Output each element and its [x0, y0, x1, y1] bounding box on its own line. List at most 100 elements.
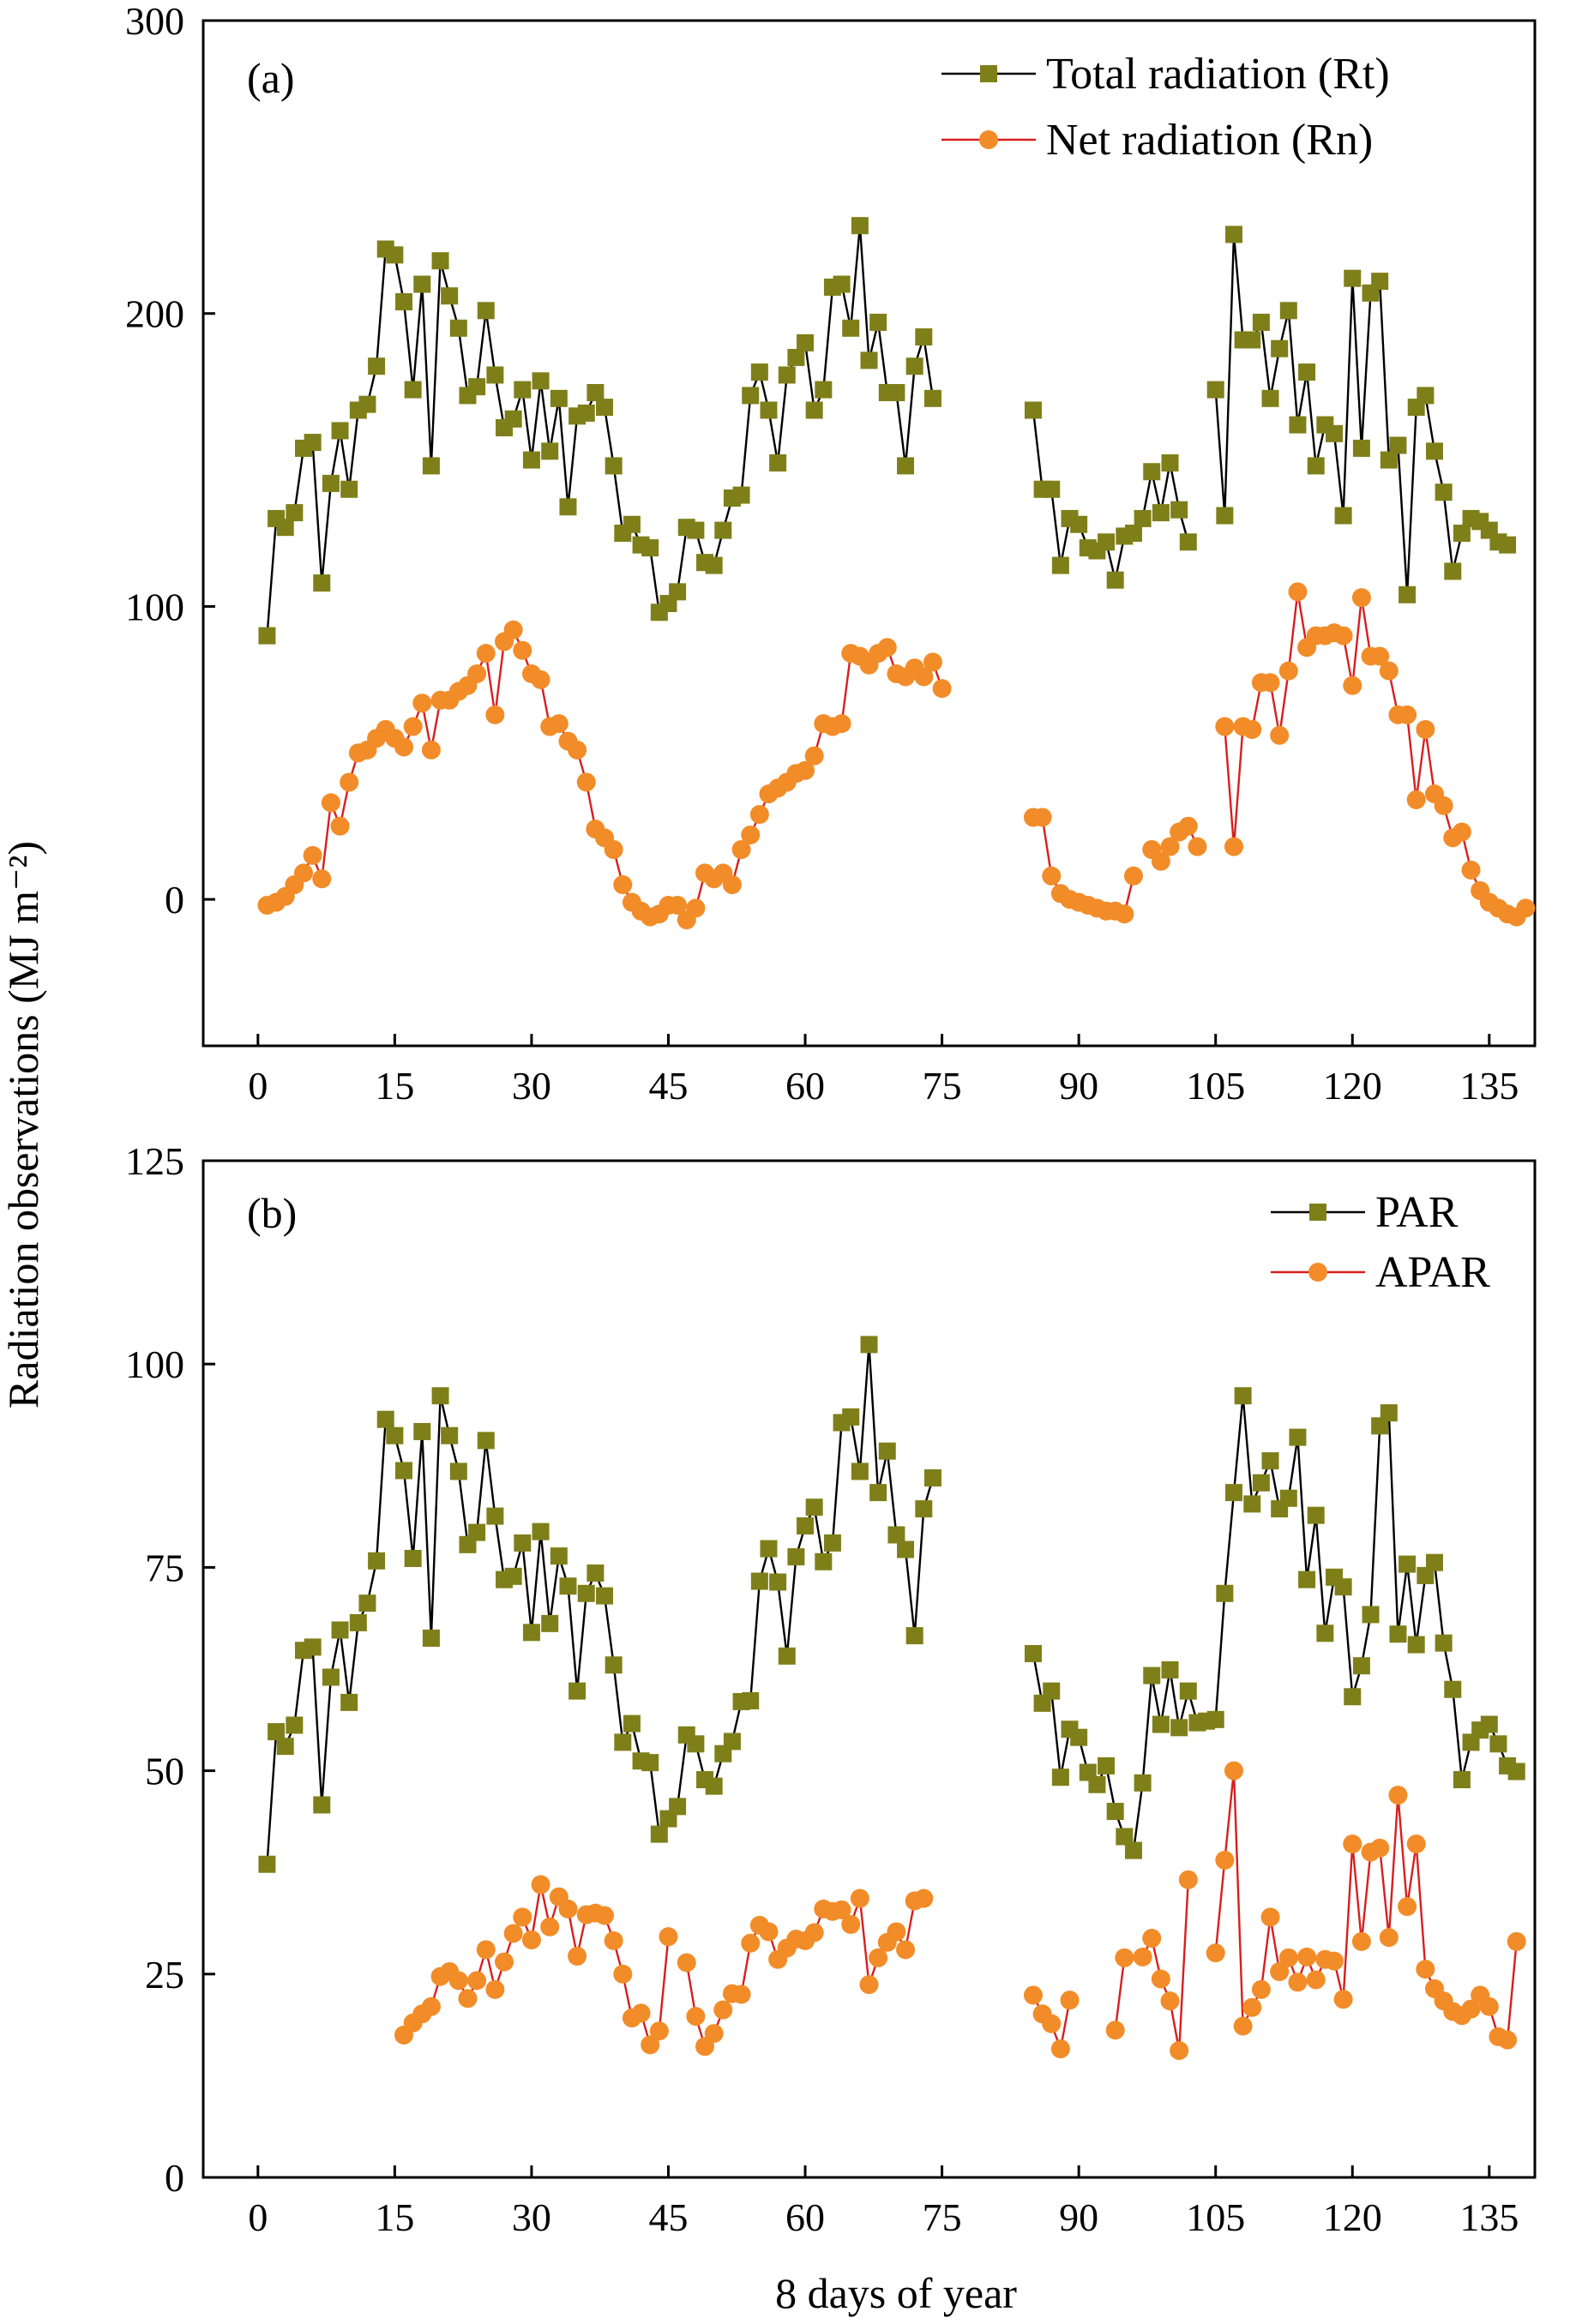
data-point-a-1-17: [403, 717, 423, 736]
data-point-a-1-99: [1151, 851, 1170, 871]
data-point-a-0-67: [860, 351, 878, 369]
data-point-b-1-133: [1461, 1999, 1481, 2019]
data-point-a-1-39: [604, 840, 623, 860]
data-point-b-0-136: [1489, 1735, 1507, 1753]
data-point-a-0-98: [1143, 463, 1161, 481]
y-tick-label-b-75: 75: [145, 1546, 184, 1589]
data-point-a-1-8: [321, 793, 340, 813]
data-point-a-1-87: [1042, 866, 1062, 886]
data-point-b-1-121: [1351, 1931, 1371, 1951]
data-point-b-1-89: [1060, 1991, 1080, 2010]
data-point-a-1-7: [312, 869, 332, 889]
data-point-a-1-64: [832, 714, 851, 734]
plot-frame-b: [202, 1159, 1537, 2179]
data-point-b-0-109: [1243, 1495, 1261, 1513]
data-point-a-0-125: [1389, 436, 1407, 454]
data-point-b-0-19: [422, 1629, 440, 1647]
data-point-a-0-66: [851, 217, 869, 235]
data-point-b-0-117: [1316, 1624, 1334, 1642]
data-point-b-0-39: [605, 1656, 623, 1674]
y-tick-label-b-125: 125: [125, 1139, 184, 1183]
data-point-b-1-128: [1416, 1960, 1435, 1979]
data-point-b-1-54: [741, 1933, 761, 1953]
data-point-b-0-67: [860, 1336, 878, 1354]
data-point-b-1-124: [1379, 1928, 1399, 1948]
data-point-b-0-88: [1051, 1769, 1069, 1787]
data-point-b-1-64: [832, 1900, 851, 1919]
y-tick-label-a-300: 300: [125, 0, 184, 43]
data-point-b-0-2: [268, 1723, 286, 1741]
data-point-b-1-109: [1242, 1997, 1262, 2017]
data-point-b-1-87: [1042, 2014, 1062, 2033]
data-point-a-0-4: [286, 504, 304, 522]
data-point-b-0-132: [1453, 1771, 1471, 1789]
data-point-b-0-101: [1170, 1719, 1188, 1737]
data-point-b-1-116: [1306, 1970, 1326, 1990]
data-point-b-0-66: [851, 1462, 869, 1480]
data-point-b-0-121: [1352, 1657, 1370, 1675]
data-point-b-1-38: [595, 1906, 615, 1925]
data-point-a-1-25: [476, 644, 496, 664]
data-point-a-0-33: [550, 389, 568, 407]
data-point-a-0-111: [1261, 389, 1279, 407]
data-point-b-0-96: [1124, 1841, 1142, 1859]
data-point-a-1-16: [394, 737, 414, 757]
data-point-b-0-115: [1298, 1570, 1316, 1588]
data-point-a-1-19: [421, 740, 441, 760]
data-point-b-0-72: [905, 1627, 923, 1645]
data-point-b-0-116: [1307, 1506, 1325, 1524]
data-point-a-0-43: [641, 539, 659, 557]
data-point-a-1-121: [1351, 588, 1371, 608]
y-tick-label-b-0: 0: [165, 2156, 184, 2200]
data-point-b-1-27: [495, 1952, 514, 1972]
data-point-b-1-26: [485, 1979, 505, 1999]
data-point-a-1-109: [1242, 719, 1262, 739]
data-point-a-1-112: [1270, 725, 1290, 745]
data-point-a-0-102: [1179, 533, 1197, 551]
data-point-a-0-94: [1106, 571, 1124, 589]
x-tick-label-a-15: 15: [375, 1064, 414, 1108]
data-point-a-1-54: [741, 825, 761, 844]
data-point-b-1-112: [1270, 1961, 1290, 1981]
data-point-a-0-17: [404, 381, 422, 399]
data-point-b-0-4: [286, 1716, 304, 1734]
data-point-b-1-135: [1479, 1997, 1499, 2016]
data-point-b-0-123: [1371, 1417, 1389, 1435]
data-point-a-0-32: [541, 442, 559, 460]
data-point-a-0-74: [923, 389, 941, 407]
data-point-a-0-21: [441, 287, 459, 305]
data-point-b-0-129: [1425, 1553, 1443, 1571]
data-point-b-1-24: [467, 1971, 487, 1991]
data-point-b-1-67: [859, 1975, 879, 1995]
plot-frame-a: [202, 19, 1537, 1048]
data-point-b-0-59: [787, 1548, 805, 1566]
data-point-b-1-42: [631, 2003, 651, 2023]
data-point-a-0-73: [915, 328, 933, 346]
data-point-b-0-44: [650, 1825, 668, 1843]
data-point-b-1-66: [850, 1889, 869, 1908]
x-tick-label-a-135: 135: [1459, 1064, 1519, 1108]
data-point-a-1-26: [485, 705, 505, 724]
data-point-a-0-99: [1152, 504, 1170, 522]
data-point-a-0-72: [905, 357, 923, 375]
data-point-a-1-31: [531, 670, 550, 689]
data-point-b-1-19: [421, 1997, 441, 2016]
data-point-a-1-75: [932, 679, 952, 699]
data-point-a-0-34: [559, 498, 577, 516]
data-point-a-1-139: [1516, 898, 1536, 918]
data-point-a-0-26: [486, 366, 504, 384]
data-point-b-0-34: [559, 1577, 577, 1595]
data-point-a-0-16: [395, 293, 413, 311]
data-point-b-1-99: [1151, 1969, 1170, 1989]
data-point-b-0-124: [1380, 1404, 1398, 1422]
data-point-a-0-97: [1134, 509, 1152, 527]
data-point-a-0-128: [1417, 387, 1435, 405]
data-point-a-0-115: [1298, 363, 1316, 381]
data-point-a-0-57: [769, 453, 787, 471]
data-point-a-0-20: [431, 252, 449, 270]
data-point-b-0-55: [750, 1572, 768, 1590]
x-tick-label-b-0: 0: [248, 2195, 268, 2239]
data-point-a-1-133: [1461, 860, 1481, 880]
data-point-b-1-44: [649, 2021, 669, 2041]
data-point-a-0-60: [797, 333, 815, 351]
